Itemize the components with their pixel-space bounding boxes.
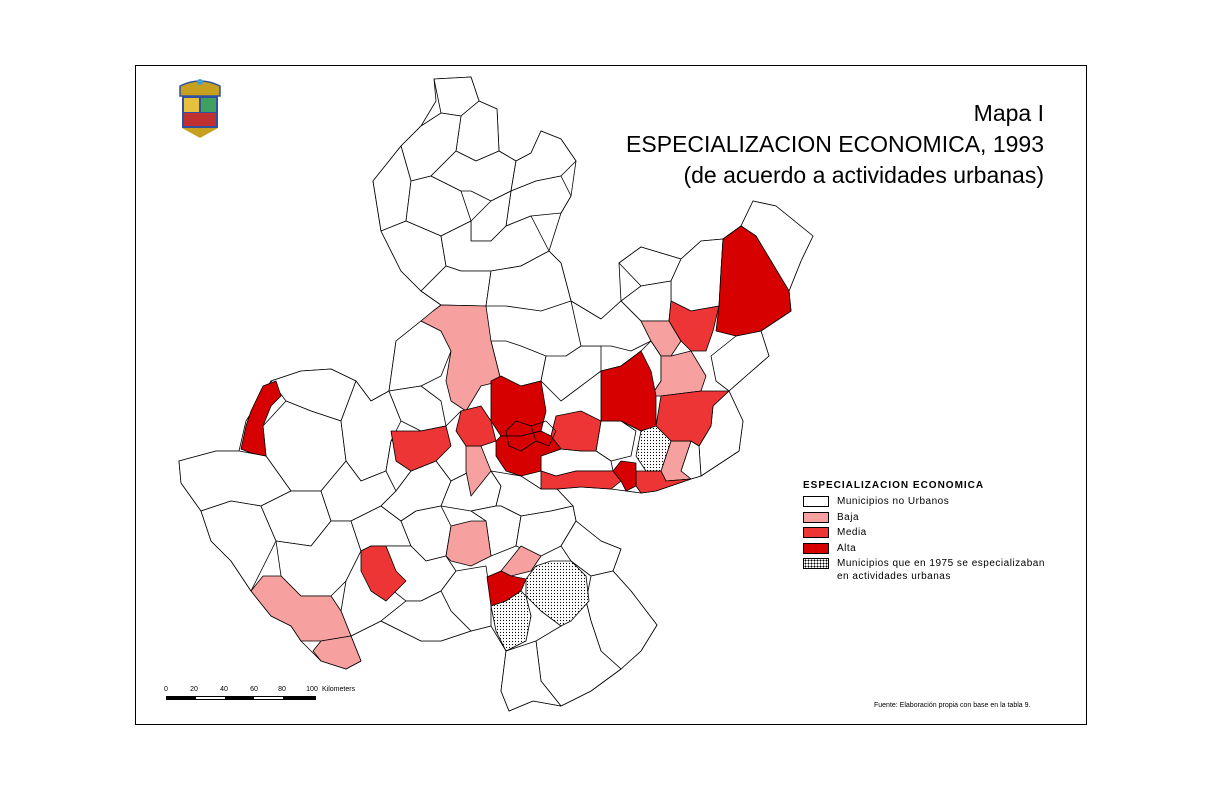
legend-label: Media [837, 527, 867, 538]
legend-label: Alta [837, 542, 857, 554]
legend-swatch-media [803, 527, 829, 538]
legend: ESPECIALIZACION ECONOMICA Municipios no … [803, 480, 1083, 587]
legend-swatch-white [803, 496, 829, 507]
jalisco-coat-of-arms-icon [179, 79, 221, 138]
mun-alta-3 [490, 375, 547, 437]
mun-media-8 [360, 545, 407, 602]
mun-c-19 [500, 640, 562, 712]
legend-item-baja: Baja [803, 511, 1083, 527]
mun-baja-1 [420, 304, 502, 412]
mun-alta-7 [240, 380, 282, 457]
source-note: Fuente: Elaboración propia con base en l… [874, 702, 1031, 709]
mun-alta-2 [600, 350, 657, 432]
mun-baja-5 [445, 520, 492, 567]
mun-alta-5 [612, 460, 637, 492]
jalisco-municipalities-map [178, 76, 814, 712]
map-title-line1: Mapa I [973, 100, 1044, 126]
legend-item-1975: Municipios que en 1975 se especializaban… [803, 557, 1083, 587]
mun-media-4 [455, 405, 497, 447]
mun-media-6 [540, 470, 622, 490]
mun-c-16 [380, 590, 472, 642]
mun-baja-6 [500, 545, 542, 577]
legend-label-line2: en actividades urbanas [837, 571, 951, 582]
mun-media-5 [550, 410, 602, 452]
legend-label: Municipios no Urbanos [837, 496, 950, 507]
mun-baja-9 [312, 635, 362, 670]
mun-dotted-1 [635, 425, 672, 472]
legend-title: ESPECIALIZACION ECONOMICA [803, 480, 985, 491]
mun-media-1 [668, 300, 720, 352]
scale-tick: 0 [164, 686, 168, 693]
legend-item-no-urbano: Municipios no Urbanos [803, 495, 1083, 511]
mun-alta-4 [495, 430, 562, 477]
scale-unit: Kilometers [322, 686, 356, 693]
scale-tick: 20 [190, 686, 198, 693]
legend-swatch-alta [803, 542, 829, 554]
mun-dotted-2 [525, 560, 590, 627]
mun-media-3 [390, 425, 452, 472]
legend-label: Municipios que en 1975 se especializaban… [837, 557, 1045, 583]
mun-baja-8 [250, 575, 352, 642]
legend-item-media: Media [803, 526, 1083, 542]
legend-swatch-baja [803, 511, 829, 523]
map-frame: Mapa I ESPECIALIZACION ECONOMICA, 1993 (… [135, 65, 1087, 725]
mun-media-7 [635, 470, 692, 494]
scale-tick: 100 [306, 686, 318, 693]
mun-c-3 [570, 300, 652, 352]
map-title-line2: ESPECIALIZACION ECONOMICA, 1993 [626, 131, 1044, 157]
scale-tick: 60 [250, 686, 258, 693]
legend-label: Baja [837, 511, 860, 523]
map-title-line3: (de acuerdo a actividades urbanas) [683, 162, 1044, 188]
mun-w-4 [200, 500, 277, 592]
mun-ne-2 [670, 238, 724, 312]
legend-item-alta: Alta [803, 542, 1083, 558]
mun-ne-5 [710, 330, 770, 392]
scale-bar-graphic [166, 696, 316, 700]
legend-swatch-dotted [803, 558, 829, 569]
scale-tick: 40 [220, 686, 228, 693]
mun-c-lines [505, 420, 557, 452]
legend-label-line1: Municipios que en 1975 se especializaban [837, 558, 1045, 569]
mun-dotted-3 [490, 590, 532, 652]
mun-alta-1 [715, 225, 792, 337]
scale-tick: 80 [278, 686, 286, 693]
